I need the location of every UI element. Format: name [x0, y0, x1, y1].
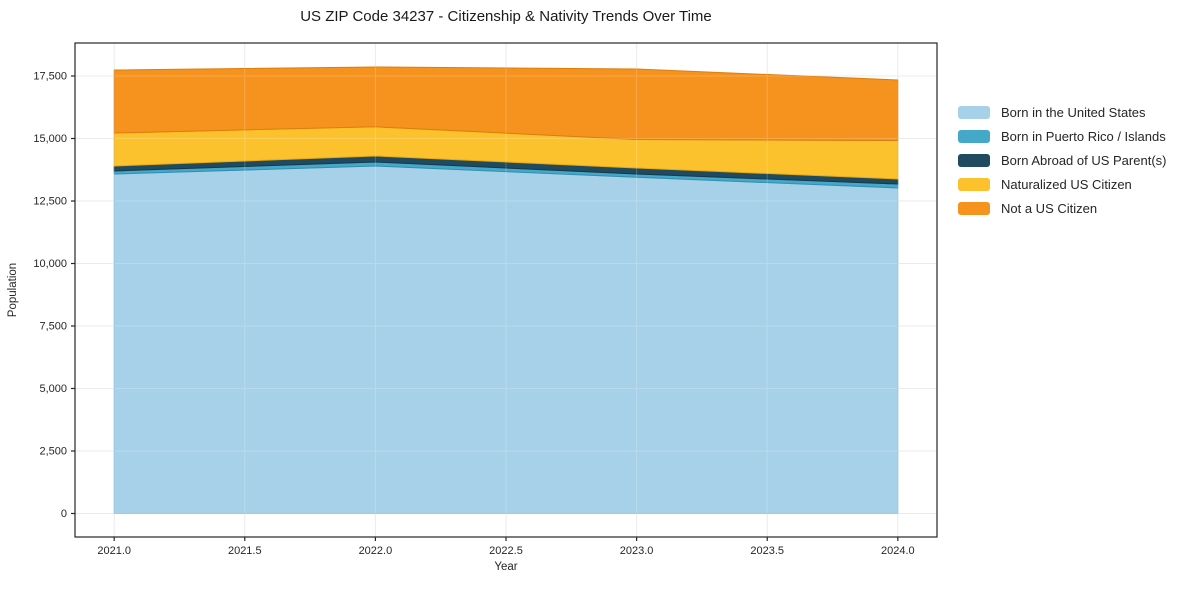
y-tick-label: 15,000	[33, 133, 67, 145]
legend-swatch	[958, 129, 990, 143]
chart-title: US ZIP Code 34237 - Citizenship & Nativi…	[300, 8, 712, 25]
y-tick-label: 0	[61, 508, 67, 520]
legend-item-born-in-the-united-states: Born in the United States	[958, 100, 1166, 124]
x-axis-label: Year	[494, 561, 518, 573]
legend: Born in the United States Born in Puerto …	[958, 100, 1166, 220]
legend-label: Not a US Citizen	[1001, 200, 1098, 216]
x-tick-label: 2023.5	[750, 545, 784, 557]
x-tick-label: 2024.0	[881, 545, 915, 557]
legend-item-born-in-puerto-rico-islands: Born in Puerto Rico / Islands	[958, 124, 1166, 148]
legend-item-naturalized-us-citizen: Naturalized US Citizen	[958, 172, 1166, 196]
gridline-overlay	[75, 43, 937, 537]
y-tick-label: 10,000	[33, 258, 67, 270]
stacked-areas	[113, 66, 899, 514]
x-tick-label: 2022.5	[489, 545, 523, 557]
y-axis-label: Population	[7, 262, 19, 318]
legend-swatch	[958, 153, 990, 167]
legend-label: Born in the United States	[1001, 104, 1146, 120]
x-tick-label: 2021.5	[228, 545, 262, 557]
axis-ticks: 2021.0 2021.5 2022.0 2022.5 2023.0 2023.5 2024…	[33, 71, 914, 558]
x-tick-label: 2022.0	[359, 545, 393, 557]
y-tick-label: 7,500	[39, 321, 67, 333]
x-tick-label: 2021.0	[97, 545, 131, 557]
y-tick-label: 12,500	[33, 196, 67, 208]
legend-swatch	[958, 201, 990, 215]
x-tick-label: 2023.0	[620, 545, 654, 557]
legend-label: Born Abroad of US Parent(s)	[1001, 152, 1167, 168]
legend-label: Naturalized US Citizen	[1001, 176, 1132, 192]
area-not-a-us-citizen	[113, 66, 899, 141]
legend-label: Born in Puerto Rico / Islands	[1001, 128, 1166, 144]
legend-item-not-a-us-citizen: Not a US Citizen	[958, 196, 1166, 220]
legend-swatch	[958, 105, 990, 119]
legend-swatch	[958, 177, 990, 191]
y-tick-label: 2,500	[39, 446, 67, 458]
y-tick-label: 5,000	[39, 383, 67, 395]
y-tick-label: 17,500	[33, 71, 67, 83]
legend-item-born-abroad-of-us-parent-s: Born Abroad of US Parent(s)	[958, 148, 1166, 172]
